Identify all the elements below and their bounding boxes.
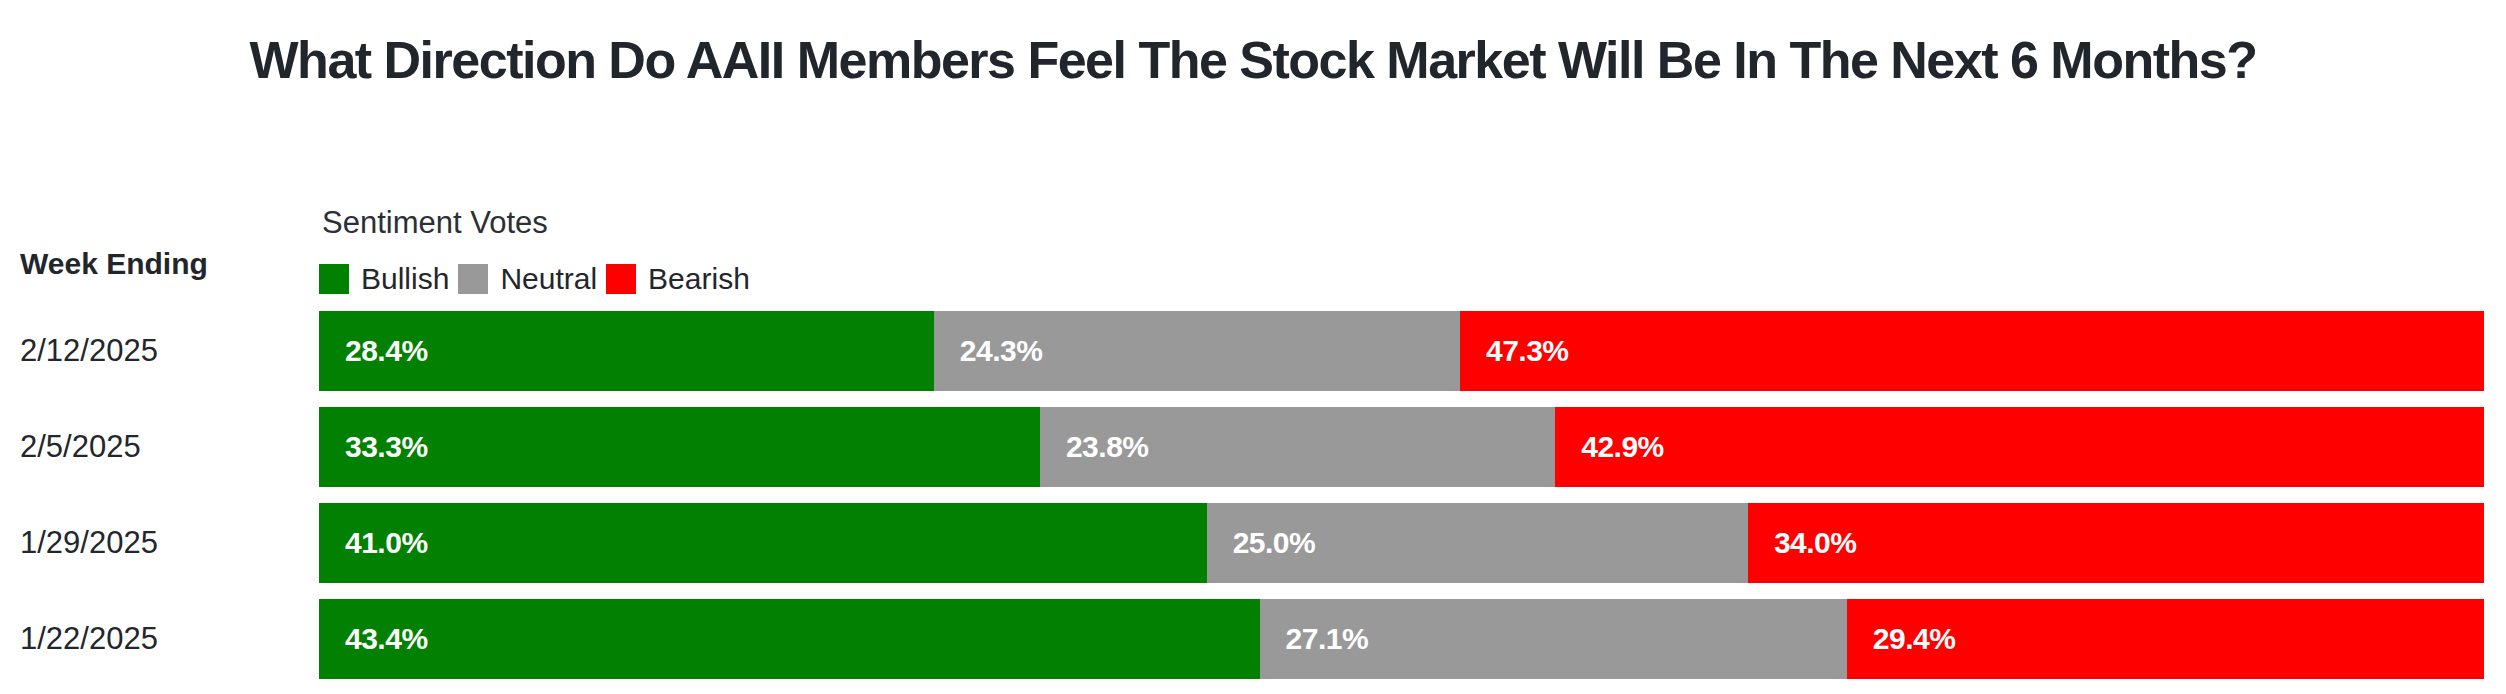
bar-segment-bullish: 33.3% <box>319 407 1040 487</box>
bar-segment-bullish: 28.4% <box>319 311 934 391</box>
stacked-bar: 28.4% 24.3% 47.3% <box>319 311 2484 391</box>
bar-segment-value: 41.0% <box>319 526 428 560</box>
bar-segment-bearish: 42.9% <box>1555 407 2484 487</box>
stacked-bar: 33.3% 23.8% 42.9% <box>319 407 2484 487</box>
bar-segment-bearish: 47.3% <box>1460 311 2484 391</box>
bar-segment-value: 24.3% <box>934 334 1043 368</box>
bar-row: 2/5/202533.3% 23.8% 42.9% <box>0 407 2506 487</box>
week-ending-label: 2/12/2025 <box>0 311 319 391</box>
bar-segment-bullish: 41.0% <box>319 503 1207 583</box>
week-ending-header: Week Ending <box>20 247 208 281</box>
bar-segment-bearish: 29.4% <box>1847 599 2484 679</box>
bar-segment-value: 42.9% <box>1555 430 1664 464</box>
legend-swatch-neutral <box>458 264 488 294</box>
stacked-bar: 41.0% 25.0% 34.0% <box>319 503 2484 583</box>
bar-segment-value: 25.0% <box>1207 526 1316 560</box>
stacked-bar: 43.4% 27.1% 29.4% <box>319 599 2484 679</box>
bar-segment-value: 27.1% <box>1260 622 1369 656</box>
chart-canvas: What Direction Do AAII Members Feel The … <box>0 0 2506 694</box>
bar-segment-neutral: 24.3% <box>934 311 1460 391</box>
chart-title: What Direction Do AAII Members Feel The … <box>0 30 2506 90</box>
legend-item-bullish: Bullish <box>319 262 458 296</box>
legend-label-bearish: Bearish <box>648 262 750 296</box>
legend-swatch-bullish <box>319 264 349 294</box>
legend-swatch-bearish <box>606 264 636 294</box>
bar-row: 1/22/202543.4% 27.1% 29.4% <box>0 599 2506 679</box>
legend-title: Sentiment Votes <box>322 205 548 241</box>
legend-label-bullish: Bullish <box>361 262 449 296</box>
bar-segment-value: 43.4% <box>319 622 428 656</box>
week-ending-label: 1/29/2025 <box>0 503 319 583</box>
bar-rows: 2/12/202528.4% 24.3% 47.3% 2/5/202533.3% 23.… <box>0 311 2506 694</box>
bar-segment-neutral: 27.1% <box>1260 599 1847 679</box>
legend-label-neutral: Neutral <box>500 262 597 296</box>
bar-segment-neutral: 23.8% <box>1040 407 1555 487</box>
bar-segment-value: 33.3% <box>319 430 428 464</box>
week-ending-label: 1/22/2025 <box>0 599 319 679</box>
bar-row: 1/29/202541.0% 25.0% 34.0% <box>0 503 2506 583</box>
bar-segment-value: 23.8% <box>1040 430 1149 464</box>
bar-segment-bearish: 34.0% <box>1748 503 2484 583</box>
legend: Bullish Neutral Bearish <box>319 262 759 296</box>
bar-segment-neutral: 25.0% <box>1207 503 1748 583</box>
bar-segment-value: 47.3% <box>1460 334 1569 368</box>
bar-row: 2/12/202528.4% 24.3% 47.3% <box>0 311 2506 391</box>
bar-segment-bullish: 43.4% <box>319 599 1260 679</box>
week-ending-label: 2/5/2025 <box>0 407 319 487</box>
bar-segment-value: 28.4% <box>319 334 428 368</box>
legend-item-neutral: Neutral <box>458 262 606 296</box>
bar-segment-value: 34.0% <box>1748 526 1857 560</box>
legend-item-bearish: Bearish <box>606 262 759 296</box>
bar-segment-value: 29.4% <box>1847 622 1956 656</box>
